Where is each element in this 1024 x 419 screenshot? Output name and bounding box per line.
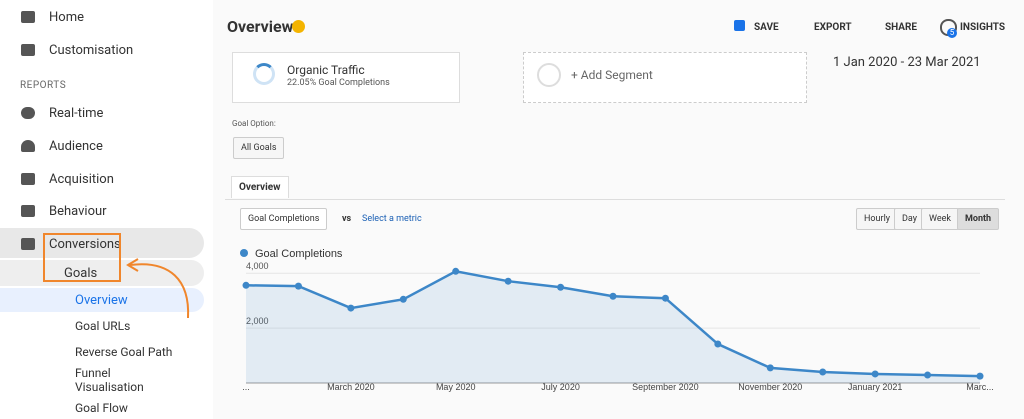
segment-detail: 22.05% Goal Completions <box>287 78 390 88</box>
tab[interactable]: Overview <box>231 176 289 198</box>
data-point <box>242 281 250 289</box>
vs-label: vs <box>342 214 352 224</box>
x-tick-label: March 2020 <box>327 382 375 392</box>
selected-band <box>0 288 204 312</box>
nav-item[interactable]: Audience <box>49 139 103 154</box>
divider <box>225 199 1005 200</box>
metric-link[interactable]: Select a metric <box>362 214 422 224</box>
nav-item[interactable]: Funnel Visualisation <box>75 366 144 394</box>
nav-item[interactable]: Acquisition <box>49 172 114 187</box>
y-tick-label: 4,000 <box>246 261 269 271</box>
y-tick-label: 2,000 <box>246 316 269 326</box>
nav-item[interactable]: Behaviour <box>49 204 107 219</box>
segment-name: Organic Traffic <box>287 63 365 77</box>
metric-select[interactable]: Goal Completions <box>240 208 328 230</box>
nav-item[interactable]: Overview <box>75 293 128 308</box>
goal-option-label: Goal Option: <box>232 119 276 128</box>
granularity-button[interactable]: Month <box>957 208 1000 230</box>
data-point <box>871 370 879 378</box>
icon <box>734 20 745 31</box>
series-area <box>246 271 980 383</box>
add-segment-label[interactable]: + Add Segment <box>571 68 653 82</box>
action-button[interactable]: INSIGHTS <box>960 22 1006 33</box>
x-tick-label: September 2020 <box>632 382 699 392</box>
data-point <box>504 277 512 285</box>
add-segment[interactable] <box>523 52 807 103</box>
data-point <box>714 340 722 348</box>
legend-marker <box>240 249 248 257</box>
nav-item[interactable]: Customisation <box>49 43 134 58</box>
chart: 2,000 4,000... March 2020 May 2020 July 2020… <box>240 248 994 392</box>
granularity-button[interactable]: Week <box>921 208 959 230</box>
legend-label: Goal Completions <box>255 248 343 260</box>
sidebar: Home Customisation REPORTS Real-time Aud… <box>0 0 213 419</box>
nav-item[interactable]: Goals <box>64 266 98 281</box>
nav-item[interactable]: Goal Flow <box>75 401 128 415</box>
icon <box>21 11 35 23</box>
data-point <box>452 267 460 275</box>
segment-ring <box>537 63 561 87</box>
x-tick-label: November 2020 <box>738 382 802 392</box>
data-point <box>766 364 774 372</box>
annotation-arrow <box>126 258 190 319</box>
x-tick-label: January 2021 <box>848 382 903 392</box>
x-tick-label: May 2020 <box>436 382 476 392</box>
data-point <box>661 294 669 302</box>
badge: 5 <box>947 28 957 38</box>
data-point <box>399 295 407 303</box>
icon <box>21 205 35 217</box>
data-point <box>609 292 617 300</box>
data-point <box>347 304 355 312</box>
data-point <box>819 368 827 376</box>
granularity-button[interactable]: Hourly <box>856 208 899 230</box>
x-tick-label: July 2020 <box>541 382 580 392</box>
action-button[interactable]: SAVE <box>754 22 779 33</box>
icon <box>21 44 35 56</box>
icon <box>21 238 35 250</box>
nav-item[interactable]: Home <box>49 10 84 25</box>
icon <box>21 173 35 185</box>
action-button[interactable]: SHARE <box>885 22 918 33</box>
icon <box>21 107 35 119</box>
highlight-box <box>43 233 121 282</box>
date-range[interactable]: 1 Jan 2020 - 23 Mar 2021 <box>833 55 981 70</box>
data-point <box>924 371 932 379</box>
nav-item[interactable]: Conversions <box>49 237 121 252</box>
icon <box>21 140 35 152</box>
action-button[interactable]: EXPORT <box>814 22 852 33</box>
goal-select[interactable]: All Goals <box>233 137 285 159</box>
section-label: REPORTS <box>20 80 67 91</box>
data-point <box>976 372 984 380</box>
nav-item[interactable]: Reverse Goal Path <box>75 345 173 359</box>
page-title: Overview <box>227 17 294 36</box>
nav-item[interactable]: Goal URLs <box>75 319 131 333</box>
data-point <box>557 283 565 291</box>
verified-badge <box>292 20 305 33</box>
segment-ring <box>253 63 275 85</box>
x-tick-label: ... <box>242 382 250 392</box>
nav-item[interactable]: Real-time <box>49 106 104 121</box>
data-point <box>294 282 302 290</box>
x-tick-label: Marc... <box>966 382 994 392</box>
